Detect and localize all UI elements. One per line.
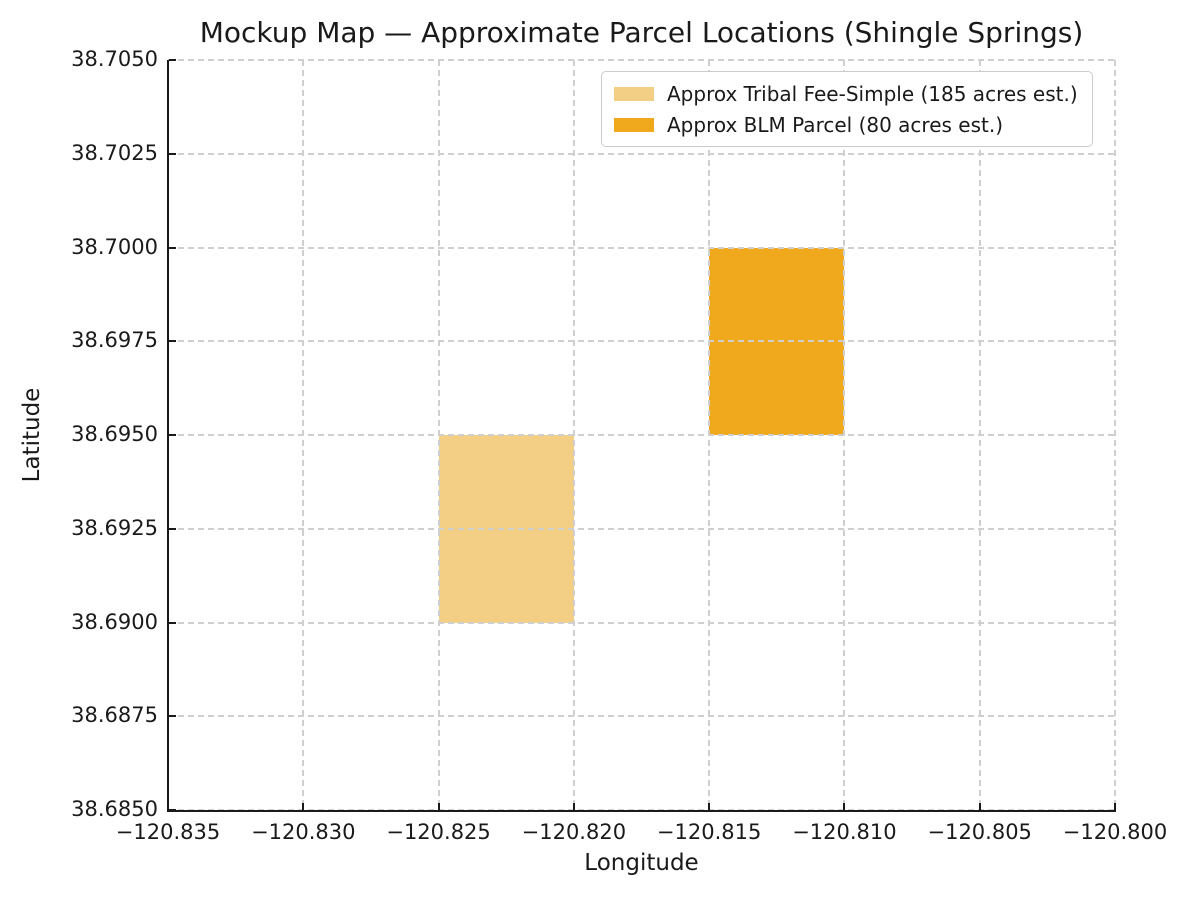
x-tick-label: −120.805 (927, 820, 1032, 844)
x-tick-mark (302, 803, 305, 810)
y-tick-label: 38.6900 (71, 609, 158, 634)
x-tick-mark (1114, 803, 1116, 810)
chart-title: Mockup Map — Approximate Parcel Location… (199, 16, 1084, 49)
y-tick-label: 38.6875 (71, 703, 158, 728)
gridline-y (168, 715, 1115, 718)
x-tick-label: −120.810 (792, 820, 897, 844)
x-tick-label: −120.820 (521, 820, 627, 844)
x-tick-mark (572, 803, 575, 810)
gridline-y (168, 434, 1115, 436)
legend-label: Approx BLM Parcel (80 acres est.) (667, 112, 1004, 137)
y-tick-mark (169, 809, 176, 811)
y-tick-mark (169, 715, 176, 718)
left-spine (167, 60, 169, 812)
y-tick-label: 38.6975 (71, 328, 158, 353)
y-tick-mark (169, 246, 176, 249)
gridline-y (168, 340, 1115, 343)
bottom-spine (167, 810, 1116, 812)
y-tick-label: 38.6850 (71, 797, 158, 821)
gridline-y (168, 59, 1115, 61)
y-tick-mark (169, 59, 176, 61)
y-tick-mark (169, 152, 176, 155)
y-tick-mark (169, 621, 176, 624)
x-tick-mark (167, 803, 169, 810)
legend-label: Approx Tribal Fee-Simple (185 acres est.… (667, 81, 1078, 106)
x-tick-label: −120.800 (1062, 820, 1168, 844)
legend-item-1: Approx BLM Parcel (80 acres est.) (614, 111, 1078, 138)
x-tick-label: −120.830 (251, 820, 356, 844)
y-tick-label: 38.6950 (71, 422, 158, 446)
gridline-y (168, 527, 1115, 530)
gridline-y (168, 152, 1115, 155)
x-tick-mark (437, 803, 440, 810)
x-axis-label: Longitude (584, 850, 699, 876)
y-axis-label: Latitude (19, 387, 45, 483)
x-tick-label: −120.815 (656, 820, 762, 844)
y-tick-label: 38.7000 (71, 234, 158, 259)
y-tick-label: 38.6925 (71, 515, 158, 540)
gridline-y (168, 621, 1115, 624)
legend-swatch (614, 86, 654, 101)
legend-swatch (614, 117, 654, 132)
gridline-x (1114, 60, 1116, 810)
x-tick-label: −120.825 (386, 820, 491, 844)
x-tick-mark (978, 803, 981, 810)
y-tick-mark (169, 527, 176, 530)
x-tick-label: −120.835 (115, 820, 221, 844)
x-tick-mark (708, 803, 711, 810)
y-tick-label: 38.7025 (71, 140, 158, 165)
legend-item-0: Approx Tribal Fee-Simple (185 acres est.… (614, 80, 1078, 107)
legend: Approx Tribal Fee-Simple (185 acres est.… (601, 71, 1093, 147)
y-tick-label: 38.7050 (71, 47, 158, 71)
y-tick-mark (169, 434, 176, 436)
gridline-y (168, 246, 1115, 249)
y-tick-mark (169, 340, 176, 343)
x-tick-mark (843, 803, 846, 810)
